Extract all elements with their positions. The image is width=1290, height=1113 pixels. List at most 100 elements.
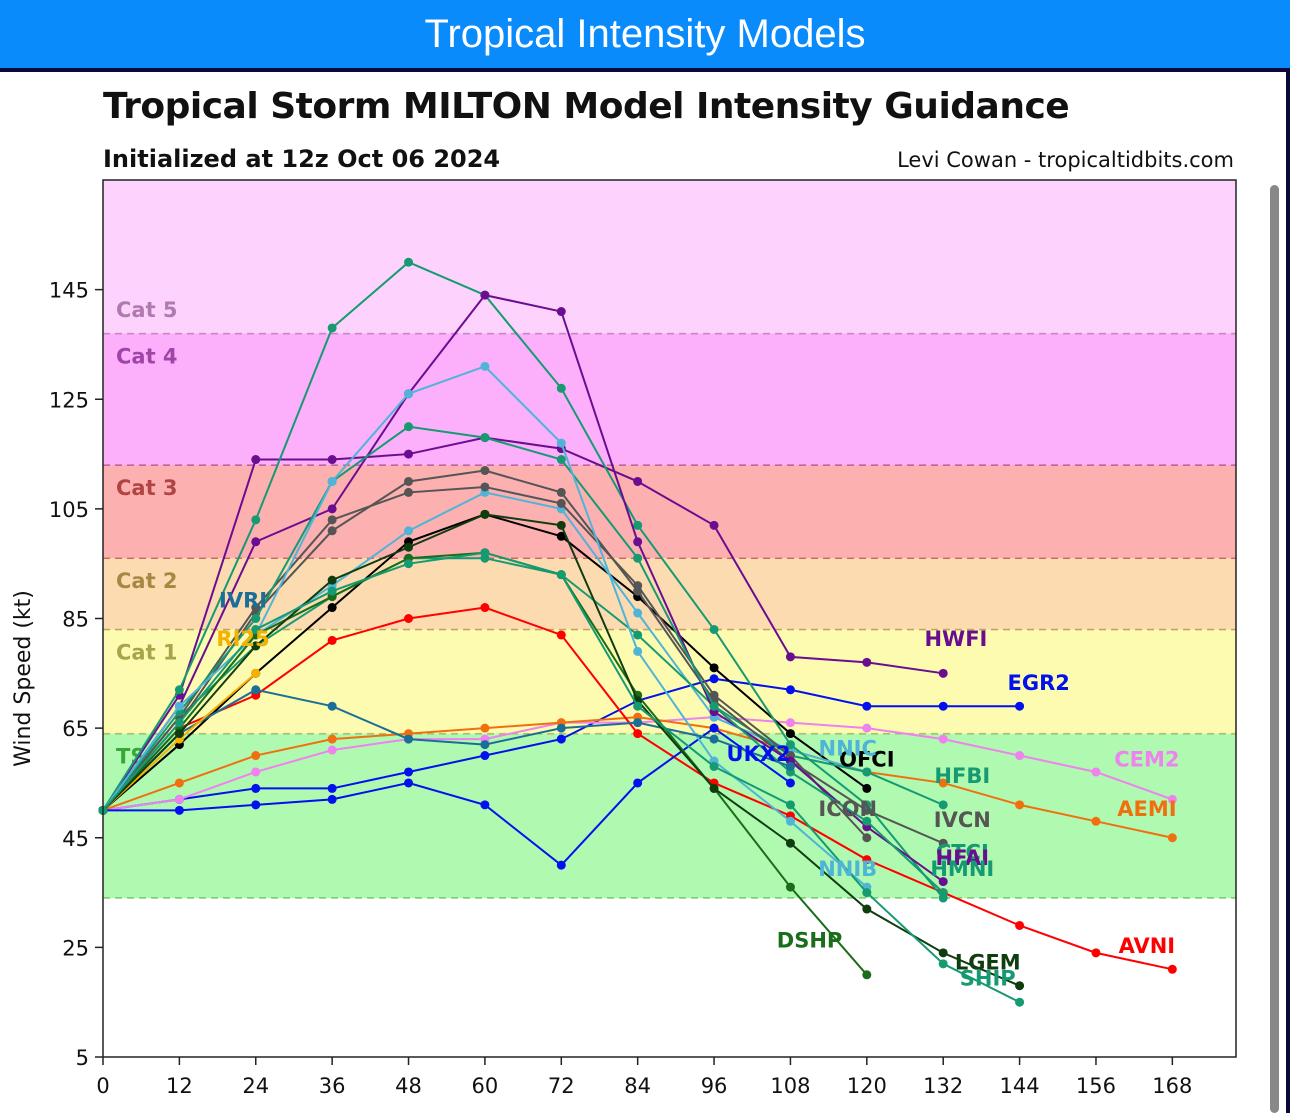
data-point-cem2 (862, 723, 872, 733)
data-point-lgem (709, 783, 719, 793)
data-point-avni (862, 855, 872, 865)
data-point-hfai (327, 504, 337, 514)
x-tick-label: 72 (548, 1074, 575, 1098)
data-point-ship (1015, 997, 1025, 1007)
data-point-lgem (327, 575, 337, 585)
x-tick-label: 36 (319, 1074, 346, 1098)
chart-subtitle: Initialized at 12z Oct 06 2024 (103, 145, 501, 173)
data-point-egr2 (404, 767, 414, 777)
data-point-ctci (633, 520, 643, 530)
data-point-ivri (327, 701, 337, 711)
data-point-ukx2 (709, 723, 719, 733)
data-point-ivcn (938, 838, 948, 848)
data-point-lgem (785, 838, 795, 848)
data-point-ivcn (556, 487, 566, 497)
band-label: Cat 3 (116, 476, 178, 500)
x-tick-label: 84 (624, 1074, 651, 1098)
data-point-nnib (174, 701, 184, 711)
data-point-hwfi (404, 449, 414, 459)
series-label-nnib: NNIB (818, 857, 877, 881)
data-point-ukx2 (251, 800, 261, 810)
data-point-icon (404, 487, 414, 497)
data-point-hwfi (709, 520, 719, 530)
data-point-ri25 (251, 668, 261, 678)
data-point-nnib (556, 438, 566, 448)
data-point-ofci (862, 783, 872, 793)
data-point-cem2 (1167, 794, 1177, 804)
data-point-avni (1091, 948, 1101, 958)
data-point-ivcn (327, 526, 337, 536)
data-point-ctci (785, 740, 795, 750)
data-point-cem2 (785, 718, 795, 728)
data-point-hmni (404, 422, 414, 432)
data-point-aemi (1167, 833, 1177, 843)
data-point-dshp (862, 970, 872, 980)
x-tick-label: 144 (1000, 1074, 1040, 1098)
x-axis: 0 12 24 36 48 60 72 84 96 108 120 132 144 156 168 (96, 1057, 1192, 1098)
x-tick-label: 60 (472, 1074, 499, 1098)
data-point-egr2 (709, 674, 719, 684)
data-point-ukx2 (404, 778, 414, 788)
data-point-ofci (327, 603, 337, 613)
data-point-avni (404, 614, 414, 623)
data-point-ivri (709, 734, 719, 744)
data-point-icon (327, 515, 337, 525)
data-point-ship (174, 718, 184, 728)
data-point-hfbi (938, 800, 948, 810)
series-ukx2 (98, 723, 795, 870)
band-cat-4 (103, 333, 1236, 466)
data-point-cem2 (938, 734, 948, 744)
y-tick-label: 85 (62, 608, 89, 632)
data-point-ukx2 (785, 778, 795, 788)
x-tick-label: 24 (242, 1074, 269, 1098)
data-point-lgem (938, 948, 948, 958)
data-point-cem2 (327, 745, 337, 755)
data-point-ctci (556, 383, 566, 393)
data-point-ctci (251, 515, 261, 525)
data-point-nnib (327, 476, 337, 486)
series-label-ukx2: UKX2 (727, 742, 791, 766)
data-point-hmni (251, 614, 261, 623)
series-label-ofci: OFCI (839, 747, 894, 771)
band-label: Cat 1 (116, 640, 178, 664)
y-tick-label: 65 (62, 717, 89, 741)
series-line-ivri (102, 688, 791, 812)
data-point-avni (1167, 964, 1177, 974)
data-point-lgem (251, 641, 261, 651)
data-point-hmni (633, 553, 643, 563)
series-label-ri25: RI25 (216, 627, 269, 651)
series-line-hwfi (102, 436, 944, 811)
data-point-hwfi (633, 476, 643, 486)
data-point-ctci (404, 257, 414, 267)
app-title: Tropical Intensity Models (424, 11, 866, 56)
series-label-ivcn: IVCN (934, 808, 991, 832)
band-cat-5 (103, 180, 1236, 334)
data-point-ship (556, 570, 566, 580)
series-label-hfai: HFAI (936, 846, 990, 870)
x-tick-label: 168 (1152, 1074, 1192, 1098)
data-point-ivri (251, 685, 261, 695)
data-point-ship (938, 959, 948, 969)
vertical-scrollbar[interactable] (1270, 185, 1279, 1113)
data-point-hwfi (785, 652, 795, 662)
data-point-nnic (404, 526, 414, 536)
series-ship (98, 548, 1025, 1007)
data-point-ctci (709, 624, 719, 634)
data-point-lgem (556, 520, 566, 530)
series-lgem (98, 509, 1025, 991)
data-point-ctci (327, 323, 337, 333)
data-point-icon (556, 498, 566, 508)
data-point-ivcn (480, 466, 490, 476)
category-bands (103, 180, 1236, 1057)
band-cat-1 (103, 629, 1236, 734)
data-point-ship (327, 586, 337, 596)
chart-title: Tropical Storm MILTON Model Intensity Gu… (103, 86, 1070, 127)
series-label-ship: SHIP (960, 967, 1016, 991)
data-point-avni (480, 603, 490, 613)
data-point-aemi (251, 751, 261, 761)
band-label: Cat 5 (116, 298, 178, 322)
series-label-cem2: CEM2 (1114, 747, 1179, 771)
data-point-hfbi (862, 767, 872, 777)
